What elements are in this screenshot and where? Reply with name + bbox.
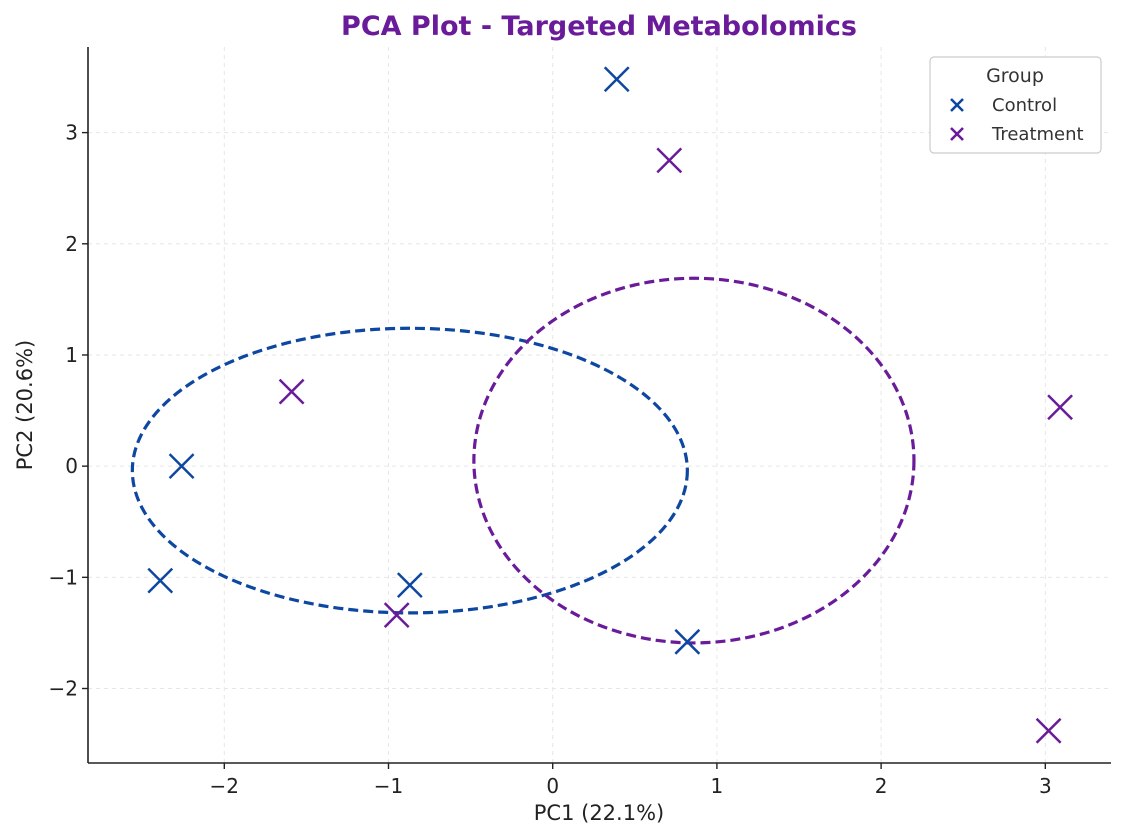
x-tick-label: 1 (711, 774, 724, 798)
x-tick-label: 2 (875, 774, 888, 798)
control-point (168, 453, 195, 480)
y-tick-label: −2 (49, 677, 78, 701)
control-ellipse (130, 326, 689, 615)
control-point (396, 572, 423, 598)
legend-label: Control (992, 95, 1057, 116)
treatment-ellipse (472, 276, 916, 645)
legend-label: Treatment (991, 124, 1084, 145)
y-tick-label: 0 (65, 454, 78, 478)
y-tick-label: 3 (65, 121, 78, 145)
x-tick-label: 3 (1039, 774, 1052, 798)
y-axis-title: PC2 (20.6%) (13, 340, 37, 470)
grid-layer (88, 47, 1111, 763)
chart-title: PCA Plot - Targeted Metabolomics (341, 11, 857, 42)
treatment-point (656, 147, 683, 174)
legend: Group Control Treatment (929, 56, 1102, 154)
data-points (147, 66, 1073, 744)
legend-entries: Control Treatment (950, 95, 1084, 145)
confidence-ellipses (130, 276, 916, 645)
legend-entry-control: Control (950, 95, 1057, 116)
legend-title: Group (986, 65, 1044, 87)
x-tick-label: −2 (210, 774, 239, 798)
x-axis-title: PC1 (22.1%) (534, 801, 664, 825)
tick-layer: −2 −1 0 1 2 3 −2 −1 0 1 2 3 (49, 121, 1052, 798)
y-tick-label: −1 (49, 565, 78, 589)
legend-marker (950, 98, 964, 112)
treatment-point (1035, 717, 1062, 744)
legend-entry-treatment: Treatment (950, 124, 1084, 145)
treatment-point (1047, 394, 1073, 421)
legend-marker (950, 127, 964, 141)
axes (87, 47, 1111, 764)
x-tick-label: 0 (546, 774, 559, 798)
treatment-point (278, 378, 305, 405)
y-tick-label: 2 (65, 232, 78, 256)
control-point (147, 567, 174, 594)
x-tick-label: −1 (374, 774, 403, 798)
y-tick-label: 1 (65, 343, 78, 367)
treatment-point (383, 602, 410, 629)
control-point (674, 628, 701, 655)
legend-box (929, 56, 1102, 154)
control-point (603, 66, 630, 93)
